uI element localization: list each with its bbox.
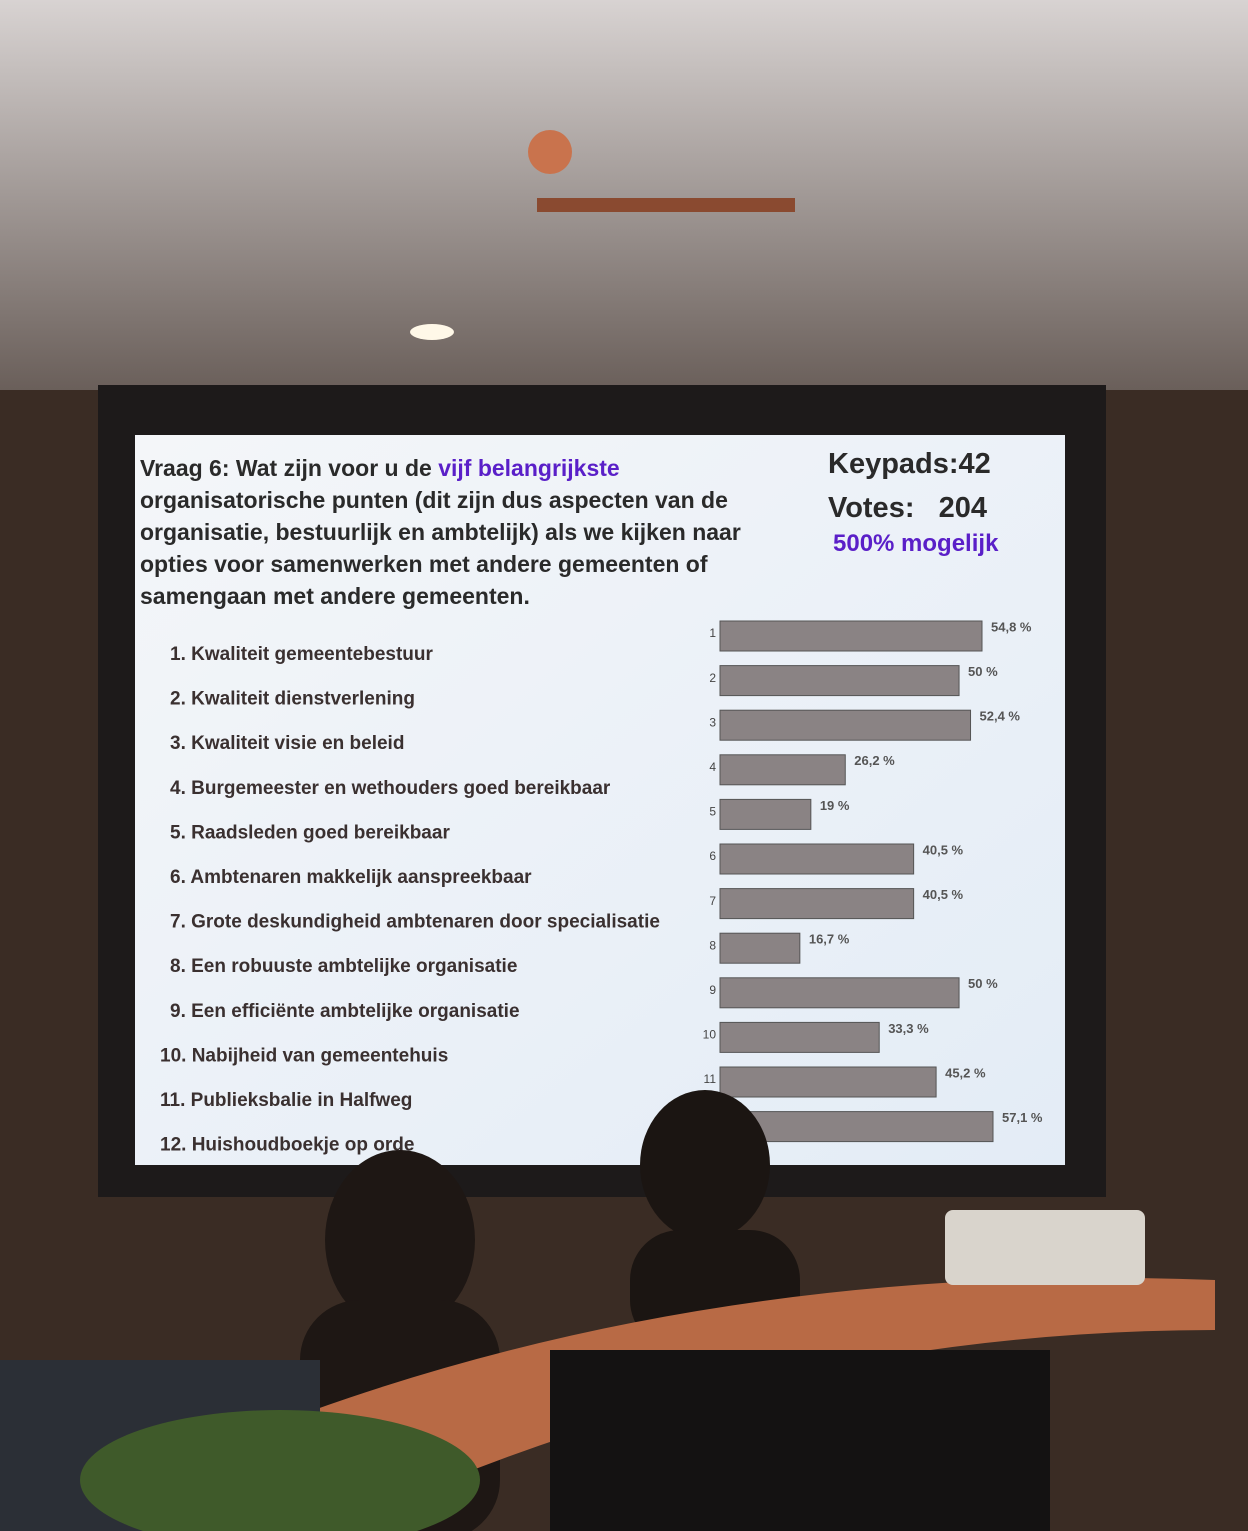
item-label: 4. Burgemeester en wethouders goed berei…: [170, 778, 611, 799]
category-label: 8: [709, 938, 716, 952]
plant: [80, 1410, 480, 1531]
device: [945, 1210, 1145, 1285]
bar: [719, 620, 983, 652]
value-label: 16,7 %: [809, 932, 850, 947]
bar: [719, 798, 812, 830]
item-label: 3. Kwaliteit visie en beleid: [170, 733, 404, 754]
category-label: 3: [709, 715, 716, 729]
item-label: 11. Publieksbalie in Halfweg: [160, 1090, 412, 1111]
category-label: 11: [704, 1072, 717, 1086]
item-label: 10. Nabijheid van gemeentehuis: [160, 1045, 448, 1066]
category-label: 5: [709, 805, 716, 819]
bar: [719, 754, 846, 786]
value-label: 33,3 %: [888, 1021, 929, 1036]
audience-head: [325, 1150, 475, 1330]
question-text: organisatorische punten (dit zijn dus as…: [140, 487, 741, 609]
value-label: 50 %: [968, 976, 998, 991]
value-label: 54,8 %: [991, 619, 1032, 634]
vent: [537, 198, 795, 212]
ceiling: [0, 0, 1248, 390]
category-label: 10: [703, 1028, 717, 1042]
category-label: 7: [709, 894, 716, 908]
value-label: 57,1 %: [1002, 1110, 1043, 1125]
value-label: 26,2 %: [854, 753, 895, 768]
value-label: 50 %: [968, 664, 998, 679]
question-text: Vraag 6: Wat zijn voor u de: [140, 455, 432, 481]
item-label: 5. Raadsleden goed bereikbaar: [170, 822, 450, 843]
desk: [260, 1277, 1215, 1531]
bar: [719, 1111, 994, 1143]
category-label: 2: [709, 671, 716, 685]
value-label: 40,5 %: [923, 887, 964, 902]
bar: [719, 709, 972, 741]
item-label: 12. Huishoudboekje op orde: [160, 1135, 414, 1156]
projection: [135, 435, 1065, 1165]
value-label: 52,4 %: [980, 709, 1021, 724]
category-label: 6: [709, 849, 716, 863]
possible: 500% mogelijk: [833, 530, 999, 557]
votes-label: Votes:: [828, 492, 915, 524]
category-label: 9: [709, 983, 716, 997]
category-label: 1: [709, 626, 716, 640]
value-label: 19 %: [820, 798, 850, 813]
keypads-label: Keypads:: [828, 448, 959, 480]
audience-head: [640, 1090, 770, 1240]
keypads: Keypads:42: [828, 448, 991, 481]
bar: [719, 1066, 937, 1098]
question: Vraag 6: Wat zijn voor u de vijf belangr…: [140, 452, 810, 612]
question-highlight: vijf belangrijkste: [438, 455, 620, 481]
chart: 1. Kwaliteit gemeentebestuur 1 54,8 % 2. Kw…: [160, 619, 1043, 1155]
item-label: 1. Kwaliteit gemeentebestuur: [170, 644, 434, 665]
value-label: 45,2 %: [945, 1065, 986, 1080]
item-label: 6. Ambtenaren makkelijk aanspreekbaar: [170, 867, 532, 888]
bar: [719, 1021, 880, 1053]
bar: [719, 932, 801, 964]
item-label: 2. Kwaliteit dienstverlening: [170, 689, 415, 710]
category-label: 4: [709, 760, 716, 774]
monitor: [550, 1350, 1050, 1531]
bar: [719, 888, 915, 920]
votes: Votes: 204: [828, 492, 987, 525]
keypads-value: 42: [958, 448, 991, 480]
item-label: 7. Grote deskundigheid ambtenaren door s…: [170, 912, 660, 933]
value-label: 40,5 %: [923, 842, 964, 857]
item-label: 8. Een robuuste ambtelijke organisatie: [170, 956, 517, 977]
votes-value: 204: [938, 492, 988, 524]
item-label: 9. Een efficiënte ambtelijke organisatie: [170, 1001, 520, 1022]
bar: [719, 843, 915, 875]
ceiling-light: [410, 324, 454, 340]
bar: [719, 977, 960, 1009]
smoke-detector: [528, 130, 572, 174]
bar: [719, 665, 960, 697]
